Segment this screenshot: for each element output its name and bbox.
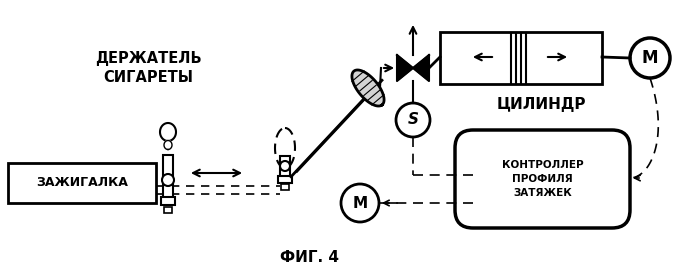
Bar xyxy=(8,163,156,203)
Polygon shape xyxy=(352,70,384,106)
Polygon shape xyxy=(160,123,176,141)
Polygon shape xyxy=(413,55,429,81)
Bar xyxy=(280,156,290,178)
Text: КОНТРОЛЛЕР
ПРОФИЛЯ
ЗАТЯЖЕК: КОНТРОЛЛЕР ПРОФИЛЯ ЗАТЯЖЕК xyxy=(502,160,583,198)
Text: S: S xyxy=(408,112,419,127)
Text: M: M xyxy=(642,49,658,67)
Circle shape xyxy=(280,161,290,171)
FancyBboxPatch shape xyxy=(455,130,630,228)
Bar xyxy=(278,176,292,183)
Text: M: M xyxy=(352,195,368,210)
Polygon shape xyxy=(397,55,413,81)
Circle shape xyxy=(396,103,430,137)
Text: ДЕРЖАТЕЛЬ
СИГАРЕТЫ: ДЕРЖАТЕЛЬ СИГАРЕТЫ xyxy=(94,51,201,85)
Polygon shape xyxy=(164,141,172,150)
Bar xyxy=(163,155,173,200)
Bar xyxy=(440,32,602,84)
Circle shape xyxy=(162,174,174,186)
Text: ЦИЛИНДР: ЦИЛИНДР xyxy=(496,96,586,111)
Circle shape xyxy=(341,184,379,222)
Text: ФИГ. 4: ФИГ. 4 xyxy=(280,251,340,266)
Bar xyxy=(281,184,289,190)
Bar xyxy=(161,197,175,205)
Text: ЗАЖИГАЛКА: ЗАЖИГАЛКА xyxy=(36,177,128,189)
Circle shape xyxy=(630,38,670,78)
Bar xyxy=(164,207,172,213)
